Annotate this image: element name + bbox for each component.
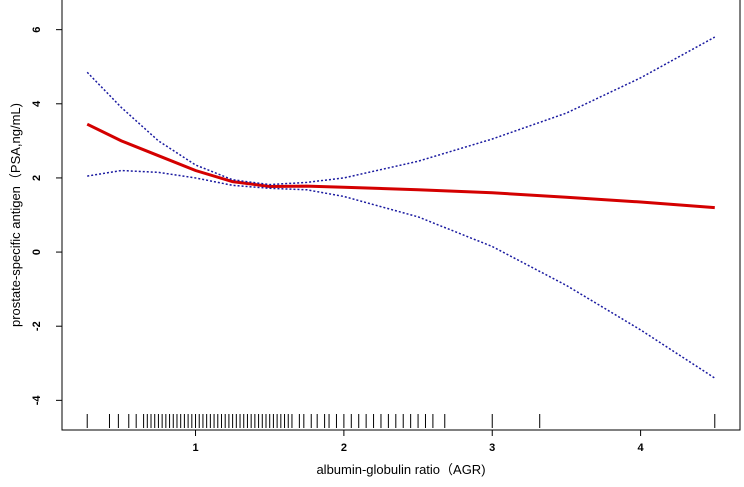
x-tick-label: 4	[638, 442, 645, 454]
y-tick-label: 0	[31, 249, 43, 255]
y-tick-label: 6	[31, 27, 43, 33]
y-tick-label: -4	[31, 395, 43, 406]
x-tick-label: 1	[192, 442, 198, 454]
confidence-band	[87, 169, 716, 379]
y-tick-label: 4	[31, 100, 43, 107]
x-tick-label: 2	[341, 442, 347, 454]
y-tick-label: 2	[31, 175, 43, 181]
plot-frame	[61, 0, 741, 431]
x-axis-label: albumin-globulin ratio（AGR)	[316, 462, 485, 477]
x-tick-label: 3	[489, 442, 495, 454]
y-tick-label: -2	[31, 321, 43, 331]
confidence-band	[86, 36, 716, 186]
fit-line	[86, 122, 715, 210]
y-axis-label: prostate-specific antigen（PSA,ng/mL)	[8, 103, 23, 327]
